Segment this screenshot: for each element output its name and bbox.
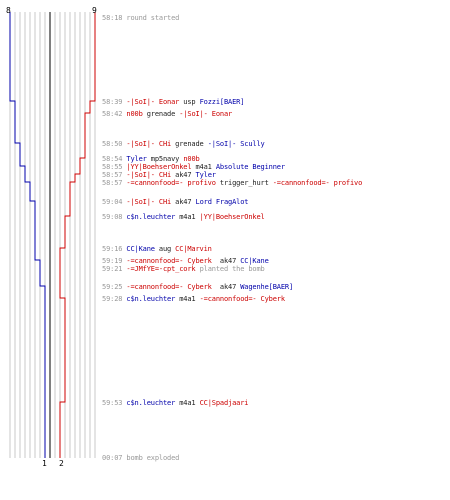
event-text-segment: Lord FragAlot xyxy=(195,198,249,206)
event-text-segment: CC|Spadjaari xyxy=(199,399,249,407)
log-row: 59:04 -|SoI|- CHi ak47 Lord FragAlot xyxy=(102,198,248,207)
event-text-segment: n00b xyxy=(126,110,143,118)
log-row: 58:57 -|SoI|- CHi ak47 Tyler xyxy=(102,171,216,180)
log-row: 58:39 -|SoI|- Eonar usp Fozzi[BAER] xyxy=(102,98,244,107)
event-text-segment: bomb exploded xyxy=(126,454,180,462)
event-time: 59:16 xyxy=(102,245,127,253)
event-time: 59:19 xyxy=(102,257,127,265)
event-text-segment: ak47 xyxy=(171,198,196,206)
event-time: 59:28 xyxy=(102,295,127,303)
log-row: 58:18 round started xyxy=(102,14,179,23)
event-text-segment: m4a1 xyxy=(175,213,200,221)
event-time: 58:50 xyxy=(102,140,127,148)
event-time: 59:21 xyxy=(102,265,127,273)
event-time: 00:07 xyxy=(102,454,127,462)
event-time: 59:53 xyxy=(102,399,127,407)
event-text-segment: Wagenhe[BAER] xyxy=(240,283,294,291)
event-text-segment: ak47 xyxy=(211,283,241,291)
event-text-segment: -=cannonfood=- profivo xyxy=(272,179,363,187)
event-time: 59:08 xyxy=(102,213,127,221)
event-time: 59:25 xyxy=(102,283,127,291)
event-text-segment: CC|Marvin xyxy=(175,245,212,253)
log-row: 59:53 c$n.leuchter m4a1 CC|Spadjaari xyxy=(102,399,248,408)
blue-end-count: 1 xyxy=(42,459,47,468)
event-text-segment: -|SoI|- Eonar xyxy=(179,110,233,118)
event-text-segment: usp xyxy=(179,98,200,106)
log-row: 58:50 -|SoI|- CHi grenade -|SoI|- Scully xyxy=(102,140,265,149)
event-text-segment: |YY|BoehserOnkel xyxy=(126,163,192,171)
event-text-segment: -|SoI|- CHi xyxy=(126,198,172,206)
event-text-segment: n00b xyxy=(183,155,200,163)
event-time: 58:55 xyxy=(102,163,127,171)
event-text-segment: Fozzi[BAER] xyxy=(199,98,245,106)
log-row: 00:07 bomb exploded xyxy=(102,454,179,463)
event-text-segment: CC|Kane xyxy=(240,257,269,265)
event-text-segment: c$n.leuchter xyxy=(126,399,176,407)
event-text-segment: trigger_hurt xyxy=(215,179,273,187)
log-row: 58:55 |YY|BoehserOnkel m4a1 Absolute Beg… xyxy=(102,163,285,172)
log-row: 58:54 Tyler mp5navy n00b xyxy=(102,155,200,164)
event-text-segment: |YY|BoehserOnkel xyxy=(199,213,265,221)
event-text-segment: planted the bomb xyxy=(195,265,265,273)
event-text-segment: -|SoI|- Scully xyxy=(207,140,265,148)
event-text-segment: m4a1 xyxy=(175,295,200,303)
log-row: 58:42 n00b grenade -|SoI|- Eonar xyxy=(102,110,232,119)
event-text-segment: round started xyxy=(126,14,180,22)
event-text-segment: -=JMfYE=-cpt_cork xyxy=(126,265,196,273)
event-text-segment: -|SoI|- CHi xyxy=(126,171,172,179)
event-text-segment: c$n.leuchter xyxy=(126,213,176,221)
event-text-segment: Absolute Beginner xyxy=(215,163,285,171)
event-text-segment: -|SoI|- CHi xyxy=(126,140,172,148)
log-row: 59:08 c$n.leuchter m4a1 |YY|BoehserOnkel xyxy=(102,213,265,222)
event-text-segment: -=cannonfood=- profivo xyxy=(126,179,216,187)
event-text-segment: ak47 xyxy=(171,171,196,179)
event-time: 58:18 xyxy=(102,14,127,22)
log-row: 59:21 -=JMfYE=-cpt_cork planted the bomb xyxy=(102,265,265,274)
event-text-segment: Tyler xyxy=(195,171,216,179)
event-text-segment: Tyler xyxy=(126,155,147,163)
event-text-segment: grenade xyxy=(142,110,180,118)
event-text-segment: grenade xyxy=(171,140,208,148)
log-row: 59:19 -=cannonfood=- Cyberk ak47 CC|Kane xyxy=(102,257,269,266)
event-time: 58:57 xyxy=(102,171,127,179)
red-team-line xyxy=(59,12,96,458)
blue-team-line xyxy=(9,12,46,458)
event-text-segment: m4a1 xyxy=(175,399,200,407)
blue-start-count: 8 xyxy=(6,6,11,15)
event-text-segment: m4a1 xyxy=(191,163,216,171)
event-time: 58:39 xyxy=(102,98,127,106)
event-text-segment: -=cannonfood=- Cyberk xyxy=(126,283,212,291)
log-row: 59:25 -=cannonfood=- Cyberk ak47 Wagenhe… xyxy=(102,283,293,292)
event-time: 58:57 xyxy=(102,179,127,187)
event-text-segment: ak47 xyxy=(211,257,241,265)
event-text-segment: mp5navy xyxy=(146,155,184,163)
log-row: 59:16 CC|Kane aug CC|Marvin xyxy=(102,245,212,254)
event-text-segment: CC|Kane xyxy=(126,245,155,253)
event-time: 58:42 xyxy=(102,110,127,118)
event-text-segment: aug xyxy=(154,245,176,253)
log-row: 59:28 c$n.leuchter m4a1 -=cannonfood=- C… xyxy=(102,295,285,304)
event-text-segment: c$n.leuchter xyxy=(126,295,176,303)
event-text-segment: -=cannonfood=- Cyberk xyxy=(126,257,212,265)
red-start-count: 9 xyxy=(92,6,97,15)
event-text-segment: -=cannonfood=- Cyberk xyxy=(199,295,286,303)
red-end-count: 2 xyxy=(59,459,64,468)
event-time: 59:04 xyxy=(102,198,127,206)
event-time: 58:54 xyxy=(102,155,127,163)
log-row: 58:57 -=cannonfood=- profivo trigger_hur… xyxy=(102,179,362,188)
player-count-lanes xyxy=(9,12,96,458)
event-text-segment: -|SoI|- Eonar xyxy=(126,98,180,106)
